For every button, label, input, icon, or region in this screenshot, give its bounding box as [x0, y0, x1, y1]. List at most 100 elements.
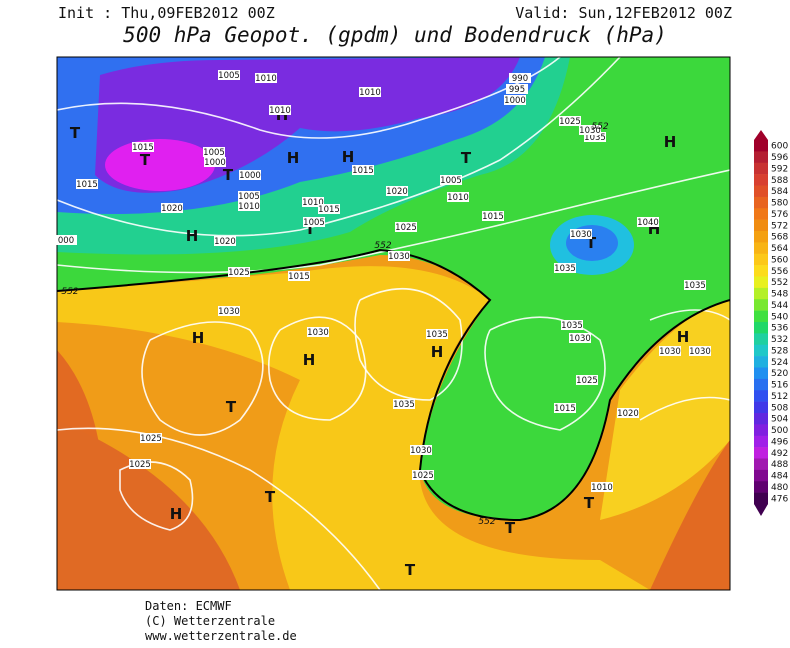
- isobar-label: 1015: [554, 404, 576, 414]
- colorbar-swatch: [754, 435, 768, 448]
- colorbar-label: 488: [771, 460, 788, 470]
- isobar-label: 990: [512, 74, 528, 84]
- contour-label: 552: [591, 122, 608, 132]
- colorbar-swatch: [754, 481, 768, 493]
- pressure-center: T: [223, 166, 234, 184]
- isobar-label: 1025: [559, 117, 581, 127]
- colorbar-swatch: [754, 333, 768, 346]
- colorbar-label: 564: [771, 244, 788, 254]
- colorbar-label: 580: [771, 199, 788, 209]
- isobar-label: 1000: [239, 171, 261, 181]
- isobar-label: 1035: [561, 321, 583, 331]
- isobar-label-box: [218, 70, 240, 80]
- colorbar-swatch: [754, 276, 768, 289]
- colorbar-label: 544: [771, 301, 788, 311]
- isobar-label: 1020: [386, 187, 408, 197]
- colorbar-swatch: [754, 367, 768, 380]
- isobar-label: 1030: [388, 252, 410, 262]
- isobar-label-box: [76, 179, 98, 189]
- isobar-label-box: [554, 403, 576, 413]
- isobar-label: 995: [509, 85, 525, 95]
- isobar-label-box: [569, 333, 591, 343]
- colorbar-swatch: [754, 469, 768, 482]
- colorbar-swatch: [754, 413, 768, 425]
- isobar-label-box: [307, 327, 329, 337]
- isobar-label-box: [561, 320, 583, 330]
- colorbar-label: 592: [771, 164, 788, 174]
- isobar-label-box: [55, 235, 77, 245]
- pressure-center: T: [305, 220, 316, 238]
- isobar-label-box: [689, 346, 711, 356]
- map-frame: [56, 56, 731, 591]
- isobar-label: 1015: [352, 166, 374, 176]
- isobar-label: 1005: [238, 192, 260, 202]
- isobar-label-box: [269, 105, 291, 115]
- pressure-center: H: [303, 351, 316, 369]
- isobar-label-box: [659, 346, 681, 356]
- pressure-center: H: [431, 343, 444, 361]
- isobar-label: 1005: [303, 218, 325, 228]
- isobar-label-box: [239, 170, 261, 180]
- colorbar-swatch: [754, 185, 768, 198]
- isobar-label: 1025: [395, 223, 417, 233]
- colorbar-label: 540: [771, 312, 788, 322]
- isobar-label: 1030: [570, 230, 592, 240]
- pressure-center: T: [461, 149, 472, 167]
- isobar-label: 1010: [238, 202, 260, 212]
- isobar-label: 1000: [204, 158, 226, 168]
- footer-line: www.wetterzentrale.de: [145, 629, 297, 643]
- map-labels: TTTHHHTHTHHTHHHTHTHTTT100510101010101099…: [55, 70, 711, 579]
- isobar-label-box: [570, 229, 592, 239]
- isobar-label: 1030: [689, 347, 711, 357]
- isobar-label-box: [386, 186, 408, 196]
- pressure-center: T: [70, 124, 81, 142]
- isobar-label: 1030: [218, 307, 240, 317]
- colorbar-label: 504: [771, 415, 788, 425]
- isobar-label: 1015: [288, 272, 310, 282]
- isobar-label-box: [426, 329, 448, 339]
- isobar-label: 1010: [447, 193, 469, 203]
- pressure-center: T: [226, 398, 237, 416]
- isobar-label: 1015: [482, 212, 504, 222]
- pressure-center: H: [677, 328, 690, 346]
- isobar-label: 1015: [132, 143, 154, 153]
- colorbar-label: 536: [771, 324, 788, 334]
- colorbar-swatch: [754, 287, 768, 300]
- isobar-label: 1020: [617, 409, 639, 419]
- isobar-label: 1035: [554, 264, 576, 274]
- colorbar-swatch: [754, 390, 768, 402]
- isobar-label-box: [302, 197, 324, 207]
- colorbar-label: 520: [771, 369, 788, 379]
- pressure-center: H: [287, 149, 300, 167]
- isobar-label-box: [504, 95, 526, 105]
- isobar-label-box: [318, 204, 340, 214]
- map-field: [57, 57, 730, 590]
- colorbar-swatch: [754, 140, 768, 152]
- colorbar-swatch: [754, 401, 768, 414]
- isobar-label-box: [218, 306, 240, 316]
- isobar-label-box: [410, 445, 432, 455]
- colorbar-label: 528: [771, 346, 788, 356]
- isobar-label: 1010: [255, 74, 277, 84]
- isobar-label-box: [447, 192, 469, 202]
- colorbar-swatch: [754, 424, 768, 437]
- isobar-label-box: [509, 73, 531, 83]
- pressure-center: T: [505, 519, 516, 537]
- colorbar-label: 496: [771, 437, 788, 447]
- colorbar-label: 476: [771, 494, 788, 504]
- pressure-center: H: [192, 329, 205, 347]
- pressure-center: T: [405, 561, 416, 579]
- isobar-label-box: [482, 211, 504, 221]
- isobar-label: 1025: [576, 376, 598, 386]
- colorbar-label: 492: [771, 449, 788, 459]
- colorbar-label: 548: [771, 290, 788, 300]
- isobar-label-box: [576, 375, 598, 385]
- isobar-label-box: [228, 267, 250, 277]
- pressure-center: T: [140, 151, 151, 169]
- isobar-label-box: [238, 201, 260, 211]
- isobar-label-box: [303, 217, 325, 227]
- colorbar-label: 512: [771, 392, 788, 402]
- colorbar-swatch: [754, 310, 768, 323]
